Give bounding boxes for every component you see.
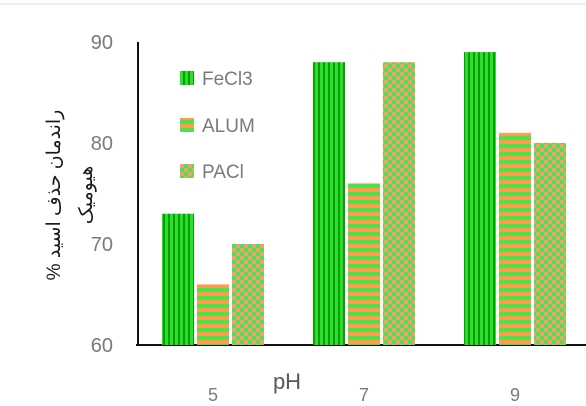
bar-pacl-ph9 (534, 143, 566, 345)
bar-alum-ph5 (197, 284, 229, 345)
legend-label-fecl3: FeCl3 (202, 69, 253, 90)
bar-alum-ph7 (348, 183, 380, 345)
legend-swatch-alum (180, 118, 194, 132)
legend-swatch-pacl (180, 164, 194, 178)
y-tick-label: 70 (91, 234, 113, 256)
legend-swatch-fecl3 (180, 71, 194, 85)
bar-pacl-ph5 (232, 244, 264, 345)
bar-fecl3-ph7 (313, 62, 345, 345)
bar-fecl3-ph5 (162, 213, 194, 345)
bars-group (162, 52, 566, 345)
y-axis-title-line1: % راندمان حذف اسید (44, 110, 65, 281)
x-tick-label: 5 (208, 385, 218, 405)
y-tick-label: 90 (91, 32, 113, 54)
x-axis-ticks: 5 7 9 (208, 385, 520, 405)
x-tick-label: 9 (510, 385, 520, 405)
x-axis-title: pH (273, 369, 301, 394)
y-axis-title-line2: هیومیک (76, 166, 97, 224)
y-tick-label: 80 (91, 133, 113, 155)
bar-pacl-ph7 (383, 62, 415, 345)
legend-label-alum: ALUM (202, 116, 255, 137)
bar-alum-ph9 (499, 132, 531, 345)
legend: FeCl3 ALUM PACl (180, 69, 255, 183)
y-axis-ticks: 60 70 80 90 (91, 32, 113, 357)
x-tick-label: 7 (359, 385, 369, 405)
bar-fecl3-ph9 (464, 52, 496, 345)
legend-label-pacl: PACl (202, 162, 244, 183)
y-tick-label: 60 (91, 335, 113, 357)
